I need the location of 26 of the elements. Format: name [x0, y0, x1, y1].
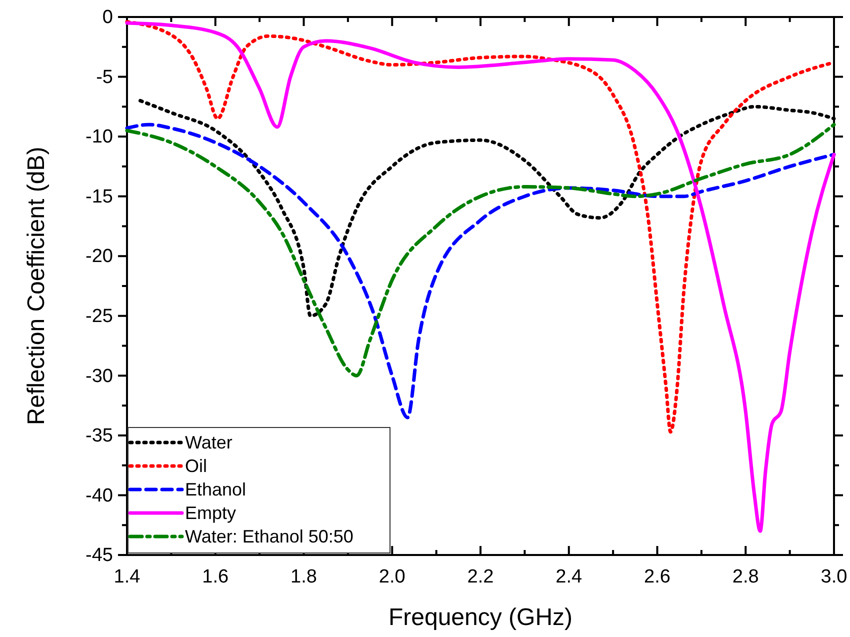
y-tick-label: -35	[86, 426, 113, 447]
legend-label: Ethanol	[185, 480, 246, 500]
y-tick-label: -45	[86, 545, 113, 566]
legend-label: Water	[185, 432, 232, 452]
x-tick-label: 1.4	[114, 566, 141, 588]
x-tick-label: 2.6	[644, 566, 670, 588]
legend-label: Oil	[185, 456, 207, 476]
x-tick-label: 2.4	[556, 566, 583, 588]
x-tick-label: 2.2	[467, 566, 494, 588]
legend-label: Empty	[185, 503, 236, 523]
x-tick-label: 3.0	[820, 566, 848, 588]
x-tick-label: 1.8	[290, 566, 317, 588]
y-tick-label: 0	[102, 7, 113, 28]
x-tick-label: 1.6	[202, 566, 229, 588]
y-axis-title: Reflection Coefficient (dB)	[23, 146, 50, 426]
x-tick-label: 2.8	[732, 566, 759, 588]
x-tick-label: 2.0	[378, 566, 406, 588]
y-tick-label: -30	[86, 366, 113, 387]
y-tick-label: -25	[86, 306, 113, 327]
y-tick-label: -40	[86, 485, 113, 506]
y-tick-label: -10	[86, 126, 113, 148]
y-tick-label: -15	[86, 186, 113, 208]
y-tick-label: -20	[86, 246, 113, 268]
x-axis-title: Frequency (GHz)	[388, 604, 573, 631]
legend-label: Water: Ethanol 50:50	[185, 526, 354, 546]
y-tick-label: -5	[96, 66, 113, 88]
